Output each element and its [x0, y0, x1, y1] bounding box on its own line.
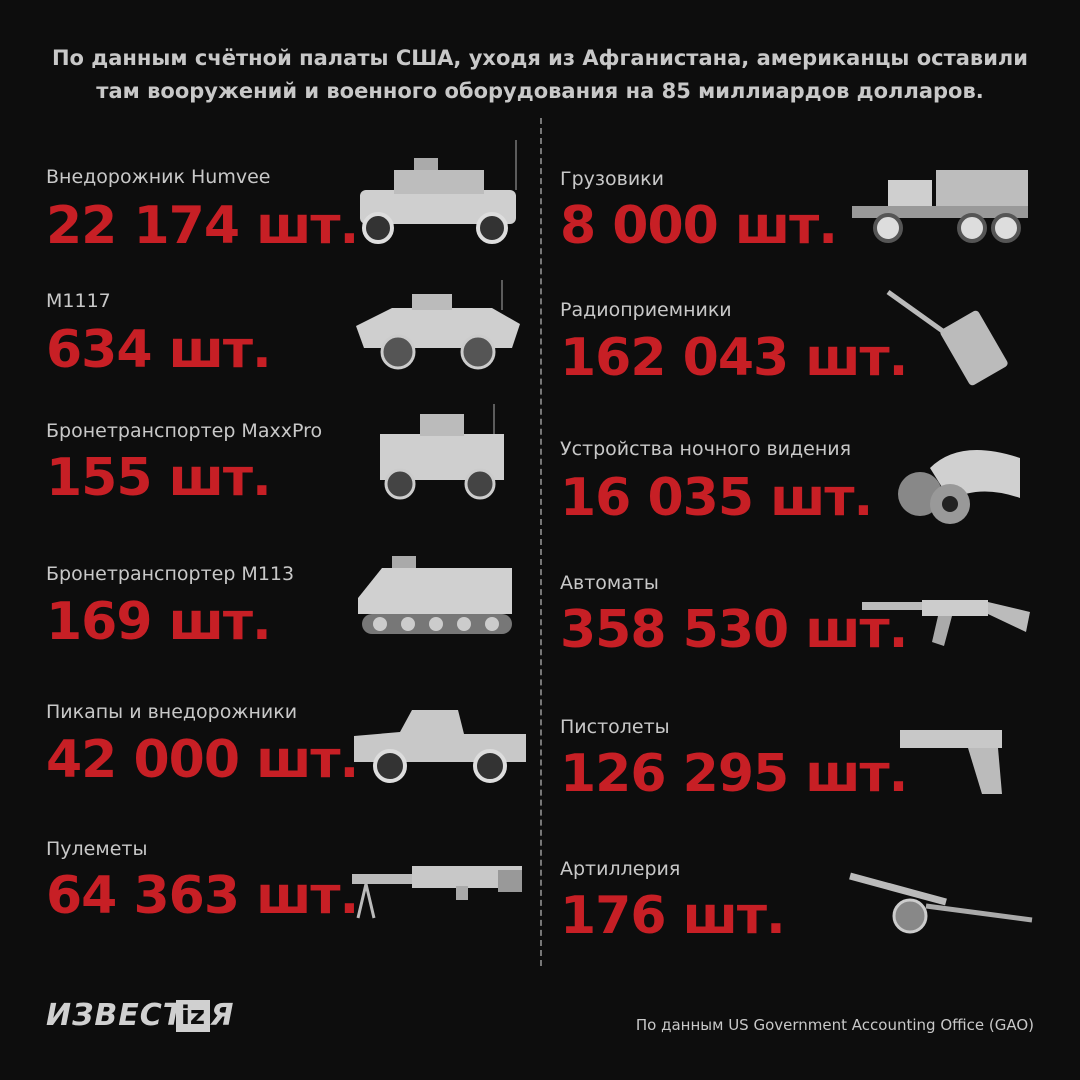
item-count: 22 174 шт.: [46, 196, 359, 256]
item-label: Грузовики: [560, 168, 664, 190]
item-label: Пикапы и внедорожники: [46, 701, 298, 723]
icon-truck: [852, 170, 1028, 243]
icon-humvee: [360, 140, 517, 244]
icon-artillery: [849, 872, 1033, 934]
item-count: 634 шт.: [46, 320, 272, 380]
item-label: Бронетранспортер MaxxPro: [46, 420, 323, 442]
item-label: Внедорожник Humvee: [46, 166, 271, 188]
item-count: 126 295 шт.: [560, 744, 908, 804]
item-count: 16 035 шт.: [560, 468, 873, 528]
item-count: 42 000 шт.: [46, 730, 359, 790]
item-count: 169 шт.: [46, 592, 272, 652]
item-count: 64 363 шт.: [46, 866, 359, 926]
item-count: 176 шт.: [560, 886, 786, 946]
icon-m1117: [356, 280, 520, 370]
icon-m113: [358, 556, 512, 634]
icon-machine-gun: [352, 866, 522, 919]
item-count: 8 000 шт.: [560, 196, 838, 256]
icon-pickup: [354, 710, 526, 783]
item-count: 162 043 шт.: [560, 328, 908, 388]
item-label: Пистолеты: [560, 716, 670, 738]
divider: [540, 118, 542, 966]
icon-maxxpro: [380, 404, 504, 500]
icon-rifle: [862, 600, 1030, 646]
icon-night-vision: [898, 450, 1020, 524]
item-count: 155 шт.: [46, 448, 272, 508]
source: По данным US Government Accounting Offic…: [635, 1016, 1034, 1034]
icon-radio: [886, 289, 1008, 386]
icon-pistol: [900, 730, 1002, 794]
item-label: Радиоприемники: [560, 299, 732, 321]
item-label: Пулеметы: [46, 838, 148, 860]
logo-mark: iz: [176, 1000, 210, 1032]
item-label: Бронетранспортер M113: [46, 563, 295, 585]
item-label: Устройства ночного видения: [560, 438, 852, 460]
item-label: Автоматы: [560, 572, 659, 594]
title: По данным счётной палаты США, уходя из А…: [51, 46, 1029, 103]
item-label: M1117: [46, 290, 111, 312]
item-label: Артиллерия: [560, 858, 681, 880]
item-count: 358 530 шт.: [560, 600, 908, 660]
